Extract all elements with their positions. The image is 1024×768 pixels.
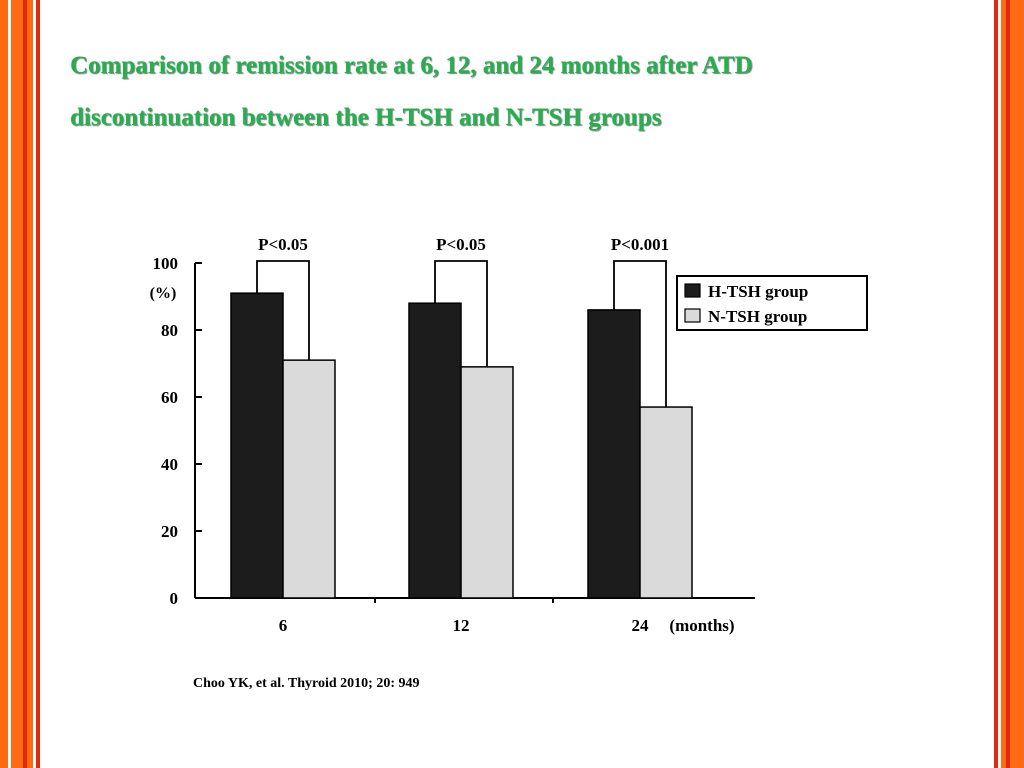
y-tick-label: 100	[153, 254, 179, 273]
x-tick-label: 6	[279, 616, 288, 635]
right-border	[994, 0, 1024, 768]
bar-n-tsh-24	[639, 406, 693, 599]
bar-h-tsh-24	[587, 309, 641, 599]
significance-bracket	[256, 260, 310, 361]
y-tick-label: 60	[161, 388, 178, 407]
legend-box	[676, 275, 868, 331]
x-unit-label: (months)	[669, 616, 734, 635]
p-value-label: P<0.05	[436, 235, 486, 254]
slide-title: Comparison of remission rate at 6, 12, a…	[70, 40, 950, 144]
slide-title-line-1: Comparison of remission rate at 6, 12, a…	[70, 52, 753, 79]
bar-n-tsh-6	[282, 359, 336, 599]
significance-bracket	[613, 260, 667, 408]
citation: Choo YK, et al. Thyroid 2010; 20: 949	[193, 676, 420, 691]
y-unit-label: (%)	[150, 285, 177, 302]
p-value-label: P<0.05	[258, 235, 308, 254]
legend-swatch	[684, 283, 701, 298]
legend-swatch	[684, 308, 701, 323]
left-border	[0, 0, 40, 768]
p-value-label: P<0.001	[611, 235, 669, 254]
y-tick-label: 40	[161, 455, 178, 474]
y-tick-label: 80	[161, 321, 178, 340]
legend-label: H-TSH group	[708, 282, 808, 301]
bar-h-tsh-6	[230, 292, 284, 599]
bar-n-tsh-12	[460, 366, 514, 599]
slide-title-line-2: discontinuation between the H-TSH and N-…	[70, 104, 662, 131]
x-tick-label: 12	[453, 616, 470, 635]
significance-bracket	[434, 260, 488, 367]
bar-h-tsh-12	[408, 302, 462, 599]
y-tick-label: 0	[170, 589, 179, 608]
y-tick-label: 20	[161, 522, 178, 541]
legend-label: N-TSH group	[708, 307, 807, 326]
x-tick-label: 24	[632, 616, 650, 635]
